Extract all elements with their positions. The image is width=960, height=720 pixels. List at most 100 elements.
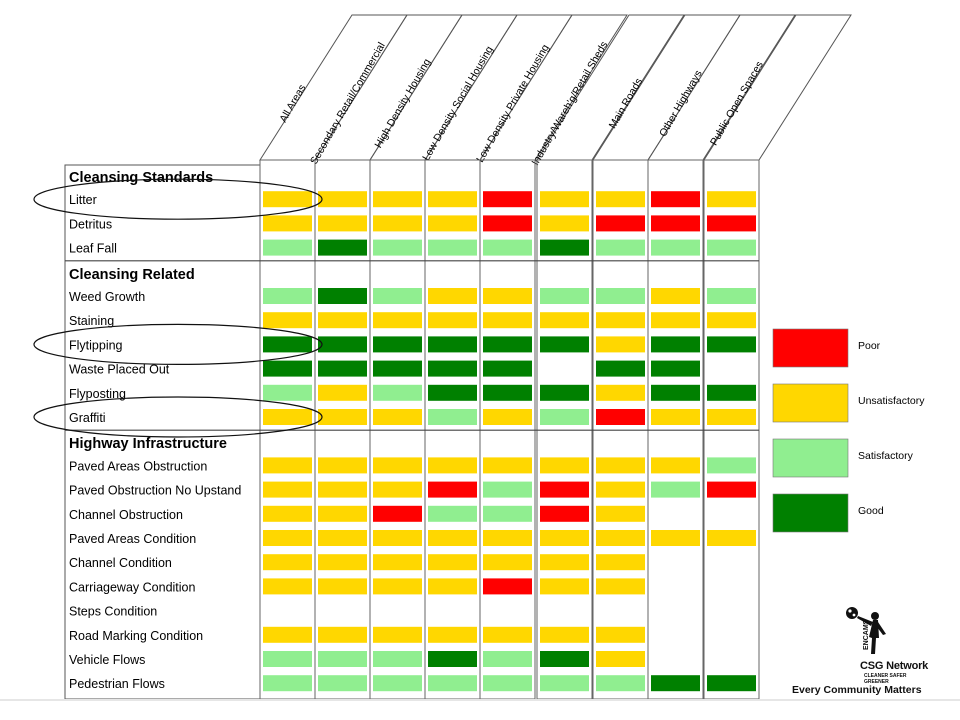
rating-cell: [596, 288, 645, 304]
rating-cell: [428, 191, 477, 208]
rating-cell: [596, 312, 645, 329]
rating-cell: [483, 651, 532, 667]
rating-cell: [596, 651, 645, 667]
rating-cell: [263, 360, 312, 377]
rating-cell: [651, 675, 700, 692]
rating-cell: [318, 505, 367, 522]
section-title: Cleansing Related: [69, 267, 195, 283]
rating-cell: [483, 312, 532, 329]
rating-cell: [483, 457, 532, 474]
rating-cell: [483, 481, 532, 498]
rating-cell: [483, 336, 532, 353]
column-header-label: Other Highways: [657, 68, 705, 139]
rating-cell: [651, 409, 700, 425]
rating-cell: [707, 675, 756, 692]
rating-cell: [318, 457, 367, 474]
rating-cell: [651, 530, 700, 546]
rating-cell: [483, 554, 532, 571]
rating-cell: [318, 626, 367, 643]
rating-cell: [318, 409, 367, 425]
rating-cell: [373, 409, 422, 425]
rating-cell: [596, 239, 645, 256]
highlight-oval: [33, 396, 323, 438]
rating-cell: [428, 215, 477, 232]
row-label: Leaf Fall: [69, 242, 117, 256]
rating-cell: [318, 481, 367, 498]
rating-cell: [373, 675, 422, 692]
rating-cell: [596, 554, 645, 571]
rating-cell: [651, 360, 700, 377]
row-label: Flyposting: [69, 387, 126, 401]
rating-cell: [651, 336, 700, 353]
rating-cell: [707, 239, 756, 256]
legend-swatch: [772, 328, 849, 368]
rating-cell: [540, 530, 589, 546]
rating-cell: [707, 481, 756, 498]
rating-cell: [540, 578, 589, 595]
rating-cell: [707, 312, 756, 329]
rating-cell: [263, 215, 312, 232]
rating-cell: [263, 239, 312, 256]
rating-cell: [540, 409, 589, 425]
logo-tagline: Every Community Matters: [792, 684, 922, 696]
row-label: Litter: [69, 193, 97, 207]
rating-cell: [707, 530, 756, 546]
rating-cell: [428, 530, 477, 546]
rating-cell: [373, 530, 422, 546]
column-header-label: All Areas: [277, 83, 308, 125]
rating-cell: [596, 384, 645, 401]
legend-label: Good: [858, 505, 884, 517]
rating-cell: [540, 336, 589, 353]
rating-cell: [373, 554, 422, 571]
logo-motto: CLEANER SAFER GREENER: [864, 673, 907, 685]
csg-network-logo: ENCAMS CSG Network CLEANER SAFER GREENER…: [790, 600, 930, 700]
rating-cell: [373, 215, 422, 232]
rating-cell: [318, 384, 367, 401]
rating-cell: [318, 530, 367, 546]
rating-cell: [373, 360, 422, 377]
rating-cell: [263, 530, 312, 546]
rating-cell: [596, 409, 645, 425]
rating-cell: [483, 409, 532, 425]
rating-cell: [707, 384, 756, 401]
legend-label: Satisfactory: [858, 450, 914, 462]
rating-cell: [263, 384, 312, 401]
row-label: Road Marking Condition: [69, 629, 203, 643]
legend-swatch: [772, 438, 849, 478]
encams-person-bin-icon: ENCAMS: [846, 607, 886, 654]
rating-cell: [596, 530, 645, 546]
bottom-divider: [0, 699, 960, 701]
rating-cell: [540, 481, 589, 498]
rating-cell: [263, 505, 312, 522]
rating-cell: [263, 578, 312, 595]
row-label: Weed Growth: [69, 290, 145, 304]
row-label: Pedestrian Flows: [69, 677, 165, 691]
rating-cell: [263, 409, 312, 425]
rating-cell: [483, 384, 532, 401]
column-header-label: Public Open Spaces: [708, 59, 766, 147]
rating-cell: [428, 336, 477, 353]
row-label: Graffiti: [69, 411, 106, 425]
legend-label: Unsatisfactory: [858, 395, 925, 407]
rating-cell: [428, 409, 477, 425]
rating-cell: [707, 457, 756, 474]
rating-cells: [263, 191, 756, 692]
rating-cell: [318, 288, 367, 304]
column-headers: All Areas Secondary Retail/CommercialHigh…: [259, 14, 852, 168]
rating-cell: [318, 215, 367, 232]
rating-cell: [540, 554, 589, 571]
rating-cell: [318, 191, 367, 208]
rating-cell: [373, 626, 422, 643]
rating-cell: [373, 505, 422, 522]
rating-cell: [483, 191, 532, 208]
rating-cell: [707, 215, 756, 232]
rating-cell: [373, 651, 422, 667]
row-label: Carriageway Condition: [69, 580, 196, 594]
rating-cell: [263, 288, 312, 304]
rating-cell: [540, 457, 589, 474]
rating-cell: [318, 336, 367, 353]
rating-cell: [318, 651, 367, 667]
rating-cell: [596, 215, 645, 232]
